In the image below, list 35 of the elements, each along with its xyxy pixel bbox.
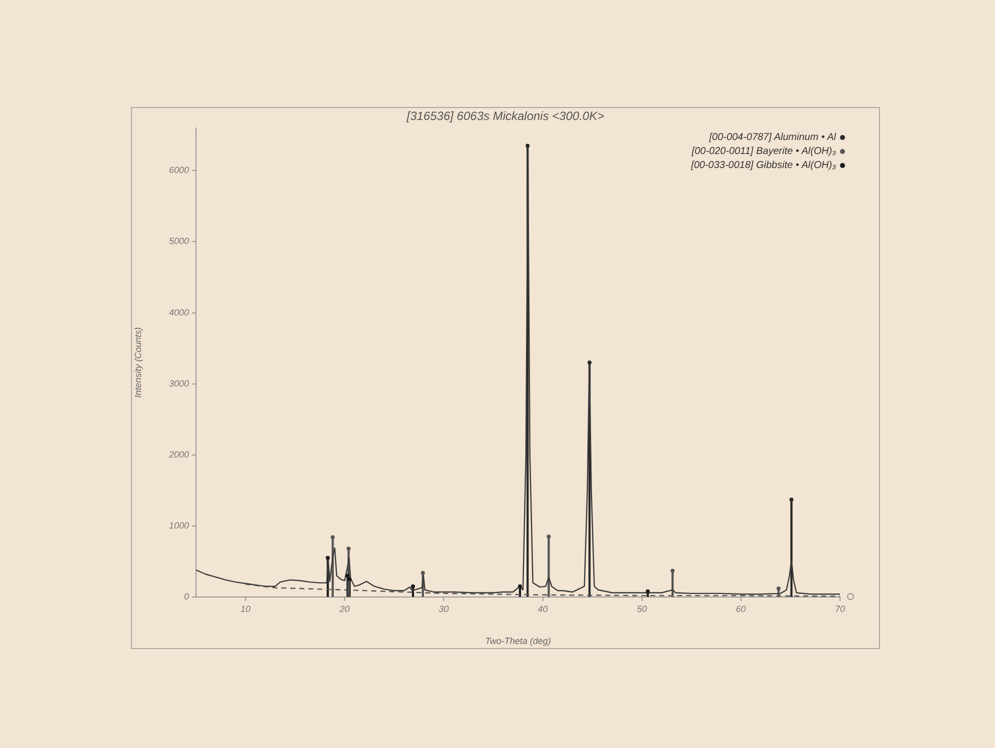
point	[670, 568, 675, 573]
y-tick-label: 6000	[168, 165, 189, 176]
x-tick-label: 10	[240, 604, 251, 614]
y-tick-label: 0	[184, 592, 189, 602]
point	[526, 144, 530, 148]
x-tick-label: 40	[538, 604, 548, 614]
x-tick-label: 50	[636, 604, 647, 614]
x-tick-label: 30	[438, 604, 449, 614]
point	[346, 546, 351, 551]
point	[789, 498, 794, 502]
y-tick-label: 3000	[168, 378, 189, 388]
y-axis-title: Intensity (Counts)	[132, 327, 143, 398]
point	[546, 534, 551, 539]
point	[776, 586, 781, 590]
point	[646, 589, 650, 594]
chart-title: [316536] 6063s Mickalonis <300.0K>	[406, 109, 606, 123]
legend-label: [00-004-0787] Aluminum • Al	[708, 131, 838, 145]
x-tick-label: 70	[834, 604, 846, 614]
point	[588, 360, 592, 364]
point	[518, 584, 522, 588]
point	[348, 577, 352, 582]
point	[410, 584, 415, 588]
legend-label: [00-033-0018] Gibbsite • Al(OH)₃	[691, 159, 837, 173]
legend-label: [00-020-0011] Bayerite • Al(OH)₃	[691, 145, 837, 159]
y-tick-label: 1000	[168, 520, 189, 530]
x-axis-title: Two-Theta (deg)	[485, 636, 551, 646]
point	[420, 570, 425, 575]
y-tick-label: 5000	[168, 236, 189, 246]
y-tick-label: 2000	[168, 449, 189, 460]
y-tick-label: 4000	[168, 307, 189, 318]
point	[326, 556, 330, 560]
x-tick-label: 60	[736, 604, 746, 614]
point	[330, 535, 335, 540]
point	[346, 574, 350, 578]
x-tick-label: 20	[338, 604, 350, 614]
